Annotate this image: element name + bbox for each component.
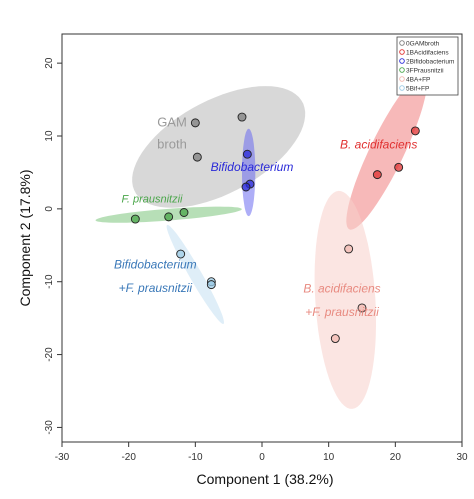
- x-tick-label: -20: [121, 452, 136, 463]
- y-axis-label: Component 2 (17.8%): [17, 170, 33, 307]
- data-point: [394, 162, 404, 172]
- y-tick-label: 0: [44, 206, 55, 212]
- legend-marker: [399, 49, 405, 55]
- annotation-layer: GAM broth Bifidobacterium B. acidifaciens F.…: [114, 115, 417, 319]
- group-annotation: +F. prausnitzii: [119, 281, 193, 295]
- data-point: [372, 170, 382, 180]
- x-axis-ticks: -30 -20 -10 0 10 20 30: [55, 442, 468, 463]
- y-axis-ticks: -30 -20 -10 0 10 20: [44, 57, 62, 435]
- x-tick-label: 0: [259, 452, 265, 463]
- y-tick-label: 10: [44, 130, 55, 142]
- legend-entry: 0GAMbroth: [406, 40, 440, 47]
- legend-marker: [399, 58, 405, 64]
- legend-marker: [399, 67, 405, 73]
- legend-entry: 3FPrausnitzii: [406, 67, 444, 74]
- group-annotation: Bifidobacterium: [211, 160, 294, 174]
- legend-marker: [399, 85, 405, 91]
- data-point: [241, 182, 251, 192]
- legend-box: [396, 36, 459, 96]
- group-annotation: broth: [157, 136, 187, 151]
- x-tick-label: 30: [456, 452, 468, 463]
- x-tick-label: 10: [323, 452, 335, 463]
- data-point: [330, 334, 340, 343]
- data-point: [242, 149, 252, 159]
- group-annotation: Bifidobacterium: [114, 258, 197, 272]
- data-point: [206, 280, 216, 290]
- confidence-ellipse: [314, 190, 376, 409]
- group-annotation: +F. prausnitzii: [305, 305, 379, 319]
- confidence-ellipse: [166, 224, 224, 324]
- x-axis-label: Component 1 (38.2%): [197, 471, 334, 487]
- group-annotation: GAM: [157, 115, 187, 130]
- y-tick-label: -10: [44, 274, 55, 289]
- data-point: [164, 212, 174, 222]
- data-point: [192, 152, 202, 162]
- data-point: [176, 249, 186, 259]
- y-tick-label: 20: [44, 57, 55, 69]
- legend-marker: [399, 76, 405, 82]
- group-annotation: F. prausnitzii: [122, 193, 183, 205]
- group-annotation: B. acidifaciens: [340, 137, 417, 151]
- legend: 0GAMbroth 1BAcidifaciens 2Bifidobacterium 3…: [396, 36, 459, 96]
- point-layer: [130, 112, 420, 343]
- data-point: [179, 208, 189, 217]
- x-tick-label: -30: [55, 452, 70, 463]
- data-point: [357, 303, 367, 313]
- data-point: [130, 214, 140, 224]
- legend-entry: 5Bif+FP: [406, 85, 429, 92]
- y-tick-label: -20: [44, 347, 55, 362]
- confidence-ellipse: [132, 86, 306, 208]
- legend-entry: 1BAcidifaciens: [406, 49, 449, 56]
- y-tick-label: -30: [44, 420, 55, 435]
- legend-entry: 2Bifidobacterium: [406, 58, 454, 65]
- legend-marker: [399, 40, 405, 46]
- legend-entry: 4BA+FP: [406, 76, 430, 83]
- data-point: [237, 112, 247, 122]
- ellipse-layer: [95, 74, 427, 409]
- data-point: [344, 244, 354, 254]
- data-point: [190, 118, 200, 128]
- data-point: [410, 126, 420, 136]
- x-tick-label: 20: [390, 452, 402, 463]
- x-tick-label: -10: [188, 452, 203, 463]
- group-annotation: B. acidifaciens: [303, 282, 380, 296]
- confidence-ellipse: [346, 74, 427, 230]
